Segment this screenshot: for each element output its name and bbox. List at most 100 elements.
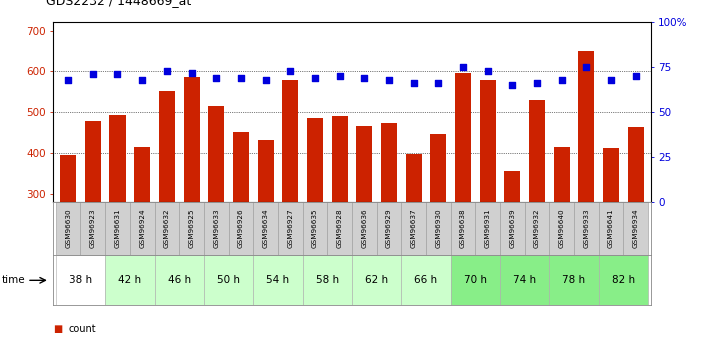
Bar: [134, 147, 150, 202]
Bar: [500, 202, 525, 255]
Bar: [451, 255, 500, 305]
Point: [284, 68, 296, 73]
Bar: [550, 202, 574, 255]
Text: time: time: [2, 275, 26, 285]
Bar: [500, 255, 550, 305]
Text: 74 h: 74 h: [513, 275, 536, 285]
Bar: [480, 79, 496, 202]
Point: [556, 77, 567, 82]
Text: 42 h: 42 h: [118, 275, 141, 285]
Bar: [405, 154, 422, 202]
Point: [358, 75, 370, 81]
Bar: [257, 140, 274, 202]
Bar: [307, 118, 323, 202]
Text: GSM96638: GSM96638: [460, 209, 466, 248]
Point: [531, 81, 542, 86]
Bar: [554, 147, 570, 202]
Bar: [303, 202, 327, 255]
Bar: [401, 255, 451, 305]
Bar: [233, 132, 249, 202]
Text: 54 h: 54 h: [267, 275, 289, 285]
Bar: [624, 202, 648, 255]
Text: GSM96637: GSM96637: [411, 209, 417, 248]
Bar: [529, 100, 545, 202]
Text: GSM96926: GSM96926: [238, 209, 244, 248]
Text: GSM96923: GSM96923: [90, 209, 96, 248]
Point: [235, 75, 247, 81]
Text: GSM96931: GSM96931: [485, 209, 491, 248]
Bar: [60, 155, 76, 202]
Text: 62 h: 62 h: [365, 275, 388, 285]
Bar: [327, 202, 352, 255]
Point: [457, 65, 469, 70]
Text: GSM96634: GSM96634: [262, 209, 269, 248]
Bar: [628, 127, 643, 202]
Bar: [130, 202, 154, 255]
Bar: [183, 78, 200, 202]
Bar: [179, 202, 204, 255]
Text: GSM96925: GSM96925: [188, 209, 195, 248]
Text: count: count: [69, 325, 97, 334]
Bar: [455, 73, 471, 202]
Bar: [599, 202, 624, 255]
Point: [383, 77, 395, 82]
Bar: [204, 255, 253, 305]
Text: 58 h: 58 h: [316, 275, 339, 285]
Bar: [105, 202, 130, 255]
Text: GSM96929: GSM96929: [386, 209, 392, 248]
Text: GSM96640: GSM96640: [559, 209, 565, 248]
Bar: [476, 202, 500, 255]
Text: GSM96934: GSM96934: [633, 209, 638, 248]
Point: [605, 77, 616, 82]
Bar: [278, 202, 303, 255]
Bar: [80, 202, 105, 255]
Bar: [228, 202, 253, 255]
Text: GDS2232 / 1448669_at: GDS2232 / 1448669_at: [46, 0, 191, 7]
Bar: [430, 134, 447, 202]
Text: GSM96632: GSM96632: [164, 209, 170, 248]
Bar: [578, 51, 594, 202]
Point: [630, 73, 641, 79]
Point: [137, 77, 148, 82]
Text: 38 h: 38 h: [69, 275, 92, 285]
Text: 70 h: 70 h: [464, 275, 487, 285]
Text: GSM96639: GSM96639: [509, 209, 515, 248]
Text: 46 h: 46 h: [168, 275, 191, 285]
Text: GSM96641: GSM96641: [608, 209, 614, 248]
Bar: [603, 148, 619, 202]
Bar: [282, 79, 299, 202]
Bar: [154, 255, 204, 305]
Point: [334, 73, 346, 79]
Text: GSM96636: GSM96636: [361, 209, 368, 248]
Bar: [253, 255, 303, 305]
Bar: [352, 255, 401, 305]
Text: GSM96635: GSM96635: [312, 209, 318, 248]
Text: GSM96631: GSM96631: [114, 209, 120, 248]
Text: GSM96933: GSM96933: [584, 209, 589, 248]
Point: [408, 81, 419, 86]
Bar: [85, 121, 101, 202]
Point: [63, 77, 74, 82]
Bar: [574, 202, 599, 255]
Bar: [356, 126, 373, 202]
Text: GSM96932: GSM96932: [534, 209, 540, 248]
Bar: [204, 202, 228, 255]
Text: GSM96633: GSM96633: [213, 209, 219, 248]
Text: 66 h: 66 h: [415, 275, 437, 285]
Bar: [550, 255, 599, 305]
Text: GSM96927: GSM96927: [287, 209, 293, 248]
Point: [112, 72, 123, 77]
Text: 78 h: 78 h: [562, 275, 586, 285]
Bar: [381, 123, 397, 202]
Bar: [525, 202, 550, 255]
Text: 82 h: 82 h: [612, 275, 635, 285]
Text: GSM96924: GSM96924: [139, 209, 145, 248]
Bar: [599, 255, 648, 305]
Bar: [426, 202, 451, 255]
Bar: [401, 202, 426, 255]
Bar: [154, 202, 179, 255]
Point: [210, 75, 222, 81]
Point: [581, 65, 592, 70]
Bar: [159, 90, 175, 202]
Point: [161, 68, 173, 73]
